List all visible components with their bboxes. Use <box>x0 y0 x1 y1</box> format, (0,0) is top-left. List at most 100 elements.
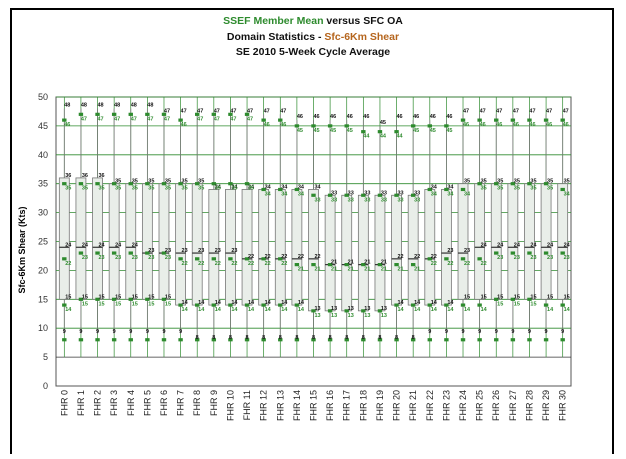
data-label-oa-q3: 34 <box>215 184 222 190</box>
data-label-oa-min: 8 <box>378 335 381 341</box>
data-label-oa-q1: 14 <box>215 300 222 306</box>
data-label-oa-max: 46 <box>397 114 403 120</box>
chart-title-line-1: SSEF Member Mean versus SFC OA <box>0 15 626 27</box>
data-label-oa-q1: 15 <box>148 294 154 300</box>
data-label-oa-q1: 13 <box>314 306 320 312</box>
data-label-oa-q3: 34 <box>248 184 255 190</box>
data-label-oa-q3: 34 <box>231 184 238 190</box>
data-label-oa-q3: 35 <box>165 179 171 185</box>
marker-ssef-q1 <box>111 297 117 301</box>
marker-ssef-min <box>494 338 499 342</box>
data-label-ssef-max: 46 <box>563 122 569 128</box>
box-oa <box>374 194 386 312</box>
data-label-oa-q1: 14 <box>182 300 189 306</box>
data-label-oa-min: 9 <box>478 329 481 335</box>
data-label-oa-max: 47 <box>230 108 236 114</box>
data-label-ssef-q1: 14 <box>281 307 288 313</box>
data-label-ssef-median: 22 <box>281 261 287 267</box>
marker-ssef-median <box>410 263 416 267</box>
data-label-oa-min: 9 <box>146 329 149 335</box>
data-label-oa-q1: 14 <box>431 300 438 306</box>
data-label-ssef-max: 45 <box>297 128 303 134</box>
data-label-ssef-q1: 13 <box>348 313 354 319</box>
data-label-oa-min: 8 <box>212 335 215 341</box>
data-label-oa-q3: 35 <box>132 179 138 185</box>
marker-ssef-max <box>278 118 283 122</box>
data-label-oa-min: 9 <box>461 329 464 335</box>
marker-ssef-min <box>477 338 482 342</box>
data-label-oa-q1: 14 <box>414 300 421 306</box>
x-tick-label: FHR 11 <box>242 390 252 420</box>
marker-ssef-min <box>161 338 167 342</box>
data-label-oa-min: 8 <box>295 335 298 341</box>
data-label-oa-median: 22 <box>314 254 320 260</box>
data-label-ssef-median: 23 <box>148 255 154 261</box>
x-tick-label: FHR 24 <box>458 390 468 421</box>
data-label-ssef-q1: 14 <box>215 307 222 313</box>
x-tick-label: FHR 4 <box>126 390 136 416</box>
marker-ssef-median <box>278 257 283 261</box>
marker-ssef-max <box>311 124 316 128</box>
data-label-oa-max: 47 <box>280 108 286 114</box>
data-label-oa-median: 24 <box>530 242 537 248</box>
y-tick-label: 40 <box>38 150 48 160</box>
data-label-ssef-median: 23 <box>547 255 553 261</box>
data-label-ssef-q3: 35 <box>547 186 553 192</box>
marker-ssef-q1 <box>244 303 250 307</box>
data-label-ssef-median: 22 <box>231 261 237 267</box>
marker-ssef-q3 <box>477 182 482 186</box>
marker-ssef-q3 <box>427 187 432 192</box>
data-label-oa-q1: 14 <box>447 300 454 306</box>
marker-ssef-median <box>327 263 333 267</box>
data-label-oa-q1: 15 <box>115 294 121 300</box>
data-label-ssef-median: 21 <box>314 267 320 273</box>
data-label-oa-max: 46 <box>446 114 452 120</box>
data-label-ssef-max: 47 <box>247 116 253 122</box>
data-label-ssef-q3: 34 <box>431 191 438 197</box>
data-label-oa-min: 9 <box>96 329 99 335</box>
marker-ssef-max <box>444 124 449 128</box>
data-label-ssef-max: 47 <box>97 116 103 122</box>
marker-ssef-min <box>78 338 84 342</box>
marker-ssef-median <box>128 251 133 255</box>
data-label-ssef-q1: 14 <box>265 307 272 313</box>
data-label-ssef-max: 47 <box>230 116 236 122</box>
marker-ssef-q3 <box>261 187 266 192</box>
data-label-ssef-median: 22 <box>182 261 188 267</box>
data-label-ssef-q1: 15 <box>165 301 171 307</box>
data-label-ssef-q3: 34 <box>464 191 471 197</box>
marker-ssef-q1 <box>377 309 383 313</box>
marker-ssef-median <box>261 257 266 261</box>
box-oa <box>258 189 270 306</box>
marker-ssef-max <box>377 130 383 134</box>
data-label-ssef-median: 23 <box>497 255 503 261</box>
data-label-oa-max: 48 <box>131 103 137 109</box>
marker-ssef-median <box>444 257 449 261</box>
marker-ssef-q1 <box>494 297 499 301</box>
x-tick-label: FHR 25 <box>475 390 485 421</box>
x-tick-label: FHR 1 <box>76 390 86 416</box>
marker-ssef-q3 <box>78 182 84 186</box>
data-label-ssef-max: 47 <box>81 116 87 122</box>
data-label-oa-max: 47 <box>546 108 552 114</box>
marker-ssef-max <box>261 118 266 122</box>
marker-ssef-q1 <box>62 303 67 307</box>
marker-ssef-max <box>228 112 233 116</box>
marker-ssef-median <box>145 251 150 255</box>
data-label-ssef-q3: 35 <box>182 186 188 192</box>
data-label-ssef-q1: 14 <box>564 307 571 313</box>
marker-ssef-q1 <box>195 303 200 307</box>
data-label-ssef-max: 47 <box>164 116 170 122</box>
data-label-ssef-median: 23 <box>514 255 520 261</box>
data-label-oa-q1: 15 <box>530 294 536 300</box>
marker-ssef-max <box>460 118 466 122</box>
box-oa <box>92 177 103 300</box>
data-label-oa-q1: 14 <box>298 300 305 306</box>
marker-ssef-max <box>410 124 416 128</box>
x-tick-label: FHR 13 <box>275 390 285 421</box>
data-label-ssef-q1: 13 <box>364 313 370 319</box>
data-label-ssef-max: 44 <box>380 134 387 140</box>
data-label-oa-q3: 34 <box>281 184 288 190</box>
data-label-oa-median: 23 <box>231 248 237 254</box>
y-tick-label: 50 <box>38 92 48 102</box>
